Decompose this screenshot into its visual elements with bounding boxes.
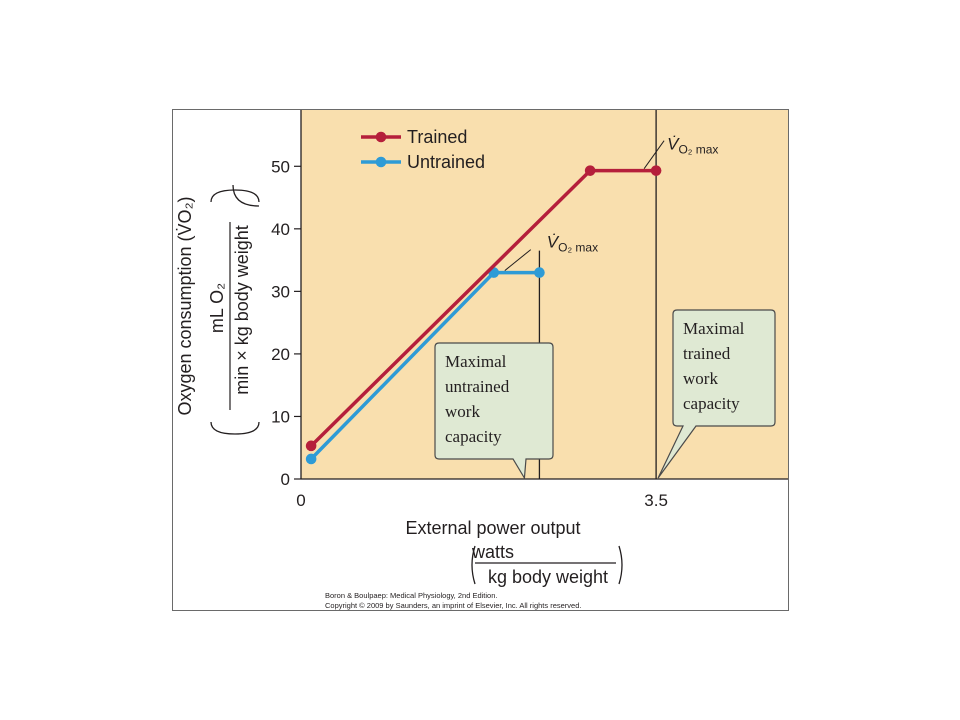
- trained-point: [584, 165, 596, 176]
- untrained-capacity-text: work: [445, 402, 480, 421]
- y-paren-upper: [210, 189, 260, 203]
- series-layer: [305, 165, 662, 465]
- untrained-vo2max-leader: [504, 249, 532, 271]
- legend-trained-label: Trained: [407, 127, 467, 147]
- y-axis-title: Oxygen consumption (V̇O₂) mL O₂ min × kg b…: [175, 184, 260, 435]
- untrained-capacity-box: [434, 342, 554, 480]
- credit-line-1: Boron & Boulpaep: Medical Physiology, 2n…: [325, 591, 497, 600]
- credit-line-2: Copyright © 2009 by Saunders, an imprint…: [325, 601, 581, 610]
- y-paren-top: [232, 184, 260, 207]
- y-tick-label: 0: [281, 470, 290, 489]
- trained-capacity-text: Maximal: [683, 319, 745, 338]
- y-tick-label: 50: [271, 157, 290, 176]
- y-paren-lower: [210, 421, 260, 435]
- y-axis-unit-numerator: mL O₂: [207, 283, 227, 333]
- y-tick-label: 40: [271, 220, 290, 239]
- trained-capacity-box: [657, 309, 776, 479]
- legend: Trained Untrained: [361, 127, 485, 172]
- trained-point: [305, 440, 317, 452]
- y-tick-label: 20: [271, 345, 290, 364]
- untrained-point: [534, 267, 545, 278]
- untrained-capacity-text: Maximal: [445, 352, 507, 371]
- trained-capacity-text: capacity: [683, 394, 740, 413]
- x-axis: 0 3.5: [296, 478, 788, 510]
- credit: Boron & Boulpaep: Medical Physiology, 2n…: [325, 591, 581, 610]
- trained-capacity-text: trained: [683, 344, 731, 363]
- x-tick-label: 0: [296, 491, 305, 510]
- chart-figure: 0 10 20 30 40 50 0 3.5 V̇O₂ max V̇O₂ max Traine…: [172, 109, 789, 611]
- untrained-vo2max-label: V̇O₂ max: [547, 233, 598, 255]
- x-tick-label: 3.5: [644, 491, 668, 510]
- trained-point: [650, 165, 662, 176]
- callouts: Maximal untrained work capacity Maximal train…: [434, 309, 776, 480]
- untrained-capacity-text: untrained: [445, 377, 510, 396]
- trained-vo2max-label: V̇O₂ max: [667, 135, 718, 157]
- y-tick-label: 10: [271, 407, 290, 426]
- legend-untrained-label: Untrained: [407, 152, 485, 172]
- y-axis-unit-denominator: min × kg body weight: [232, 225, 252, 395]
- trained-capacity-text: work: [683, 369, 718, 388]
- x-axis-unit-numerator: watts: [471, 542, 514, 562]
- y-axis-label: Oxygen consumption (V̇O₂): [175, 196, 195, 415]
- untrained-capacity-text: capacity: [445, 427, 502, 446]
- x-axis-title: External power output watts kg body weight: [405, 518, 623, 587]
- x-axis-label: External power output: [405, 518, 580, 538]
- y-axis: 0 10 20 30 40 50: [271, 110, 302, 489]
- x-paren-right: [618, 545, 623, 585]
- legend-trained-marker: [375, 131, 387, 143]
- legend-untrained-marker: [375, 156, 387, 168]
- y-tick-label: 30: [271, 282, 290, 301]
- untrained-point: [305, 453, 317, 465]
- x-paren-left: [471, 545, 476, 585]
- trained-vo2max-leader: [643, 140, 665, 169]
- x-axis-unit-denominator: kg body weight: [488, 567, 608, 587]
